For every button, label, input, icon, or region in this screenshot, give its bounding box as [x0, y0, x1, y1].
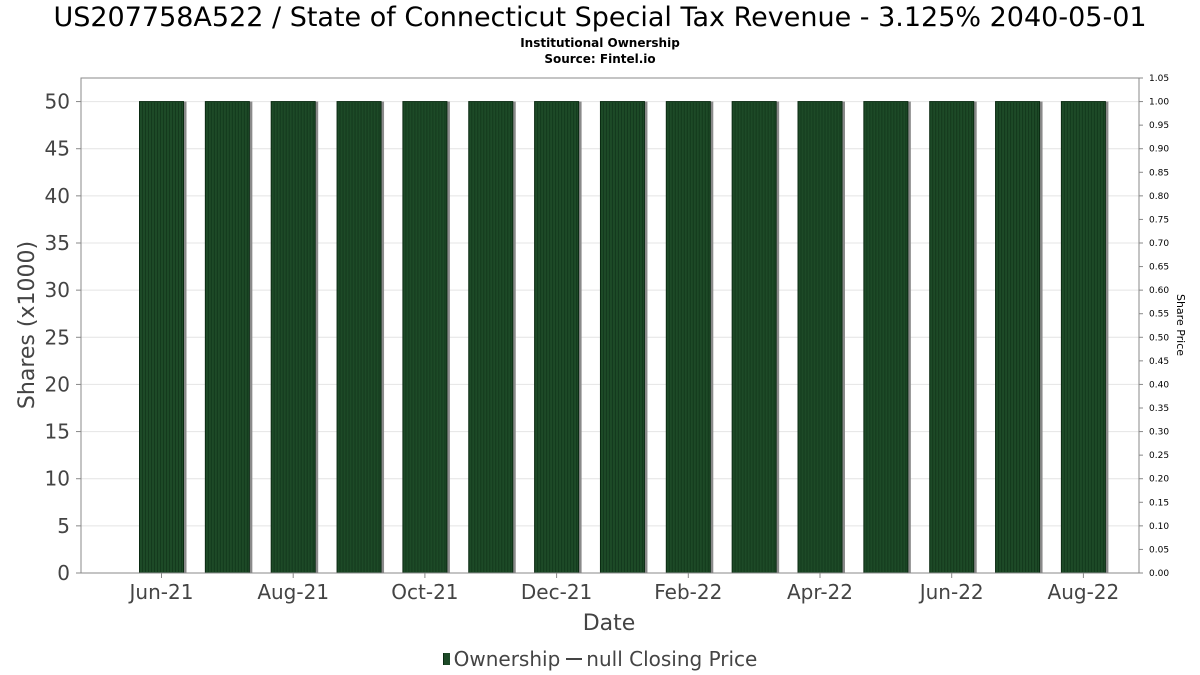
y-tick-label: 20 — [45, 372, 70, 396]
y2-tick-label: 0.55 — [1149, 310, 1169, 320]
ownership-bar — [665, 101, 711, 574]
y2-tick-label: 0.95 — [1149, 121, 1169, 131]
y-axis-label: Shares (x1000) — [15, 241, 40, 409]
y-tick-label: 45 — [45, 137, 70, 161]
y2-tick-label: 0.40 — [1149, 380, 1169, 390]
ownership-bar — [270, 101, 316, 574]
bars-group — [139, 101, 1109, 574]
y-tick-label: 40 — [45, 184, 70, 208]
y2-tick-label: 0.30 — [1149, 428, 1169, 438]
x-tick-label: Jun-21 — [128, 580, 194, 604]
ownership-bar — [204, 101, 250, 574]
y2-tick-label: 0.75 — [1149, 215, 1169, 225]
y2-tick-label: 0.85 — [1149, 168, 1169, 178]
y-tick-label: 0 — [57, 561, 70, 585]
plot-frame — [80, 77, 1140, 574]
ownership-bar — [402, 101, 448, 574]
x-axis-label: Date — [583, 611, 636, 636]
y2-axis-label: Share Price — [1174, 294, 1187, 356]
ownership-bar — [336, 101, 382, 574]
y-tick-label: 15 — [45, 420, 70, 444]
y-tick-label: 50 — [45, 90, 70, 114]
x-tick-label: Dec-21 — [521, 580, 592, 604]
ownership-bar — [468, 101, 514, 574]
y2-tick-label: 0.35 — [1149, 404, 1169, 414]
y-tick-label: 30 — [45, 278, 70, 302]
y2-tick-label: 0.45 — [1149, 357, 1169, 367]
y2-tick-label: 0.00 — [1149, 569, 1169, 579]
x-tick-label: Jun-22 — [918, 580, 984, 604]
x-axis: Jun-21 Aug-21 Oct-21 Dec-21 Feb-22 Apr-22 Jun-… — [128, 573, 1120, 604]
ownership-bar — [995, 101, 1041, 574]
x-tick-label: Aug-21 — [257, 580, 329, 604]
y2-tick-label: 0.80 — [1149, 192, 1169, 202]
y2-tick-label: 0.05 — [1149, 545, 1169, 555]
y2-tick-label: 0.15 — [1149, 498, 1169, 508]
y2-axis: 0.00 0.05 0.10 0.15 0.20 0.25 0.30 0.35 0.40 0.45… — [1139, 74, 1169, 579]
legend: Ownership null Closing Price — [0, 647, 1200, 671]
y2-tick-label: 0.65 — [1149, 263, 1169, 273]
ownership-bar — [1060, 101, 1106, 574]
y-tick-label: 35 — [45, 231, 70, 255]
y2-tick-label: 0.20 — [1149, 475, 1169, 485]
y2-tick-label: 0.10 — [1149, 522, 1169, 532]
x-tick-label: Apr-22 — [787, 580, 853, 604]
chart-subtitle: Institutional Ownership — [520, 36, 680, 50]
y2-tick-label: 0.90 — [1149, 145, 1169, 155]
y-tick-label: 5 — [57, 514, 70, 538]
y2-tick-label: 1.05 — [1149, 74, 1169, 84]
ownership-bar — [139, 101, 184, 574]
ownership-legend-swatch — [442, 653, 450, 665]
y2-tick-label: 0.25 — [1149, 451, 1169, 461]
legend-closing-price-label: null Closing Price — [586, 647, 758, 671]
x-tick-label: Aug-22 — [1048, 580, 1120, 604]
y2-tick-label: 0.70 — [1149, 239, 1169, 249]
ownership-bar — [731, 101, 777, 574]
x-tick-label: Feb-22 — [654, 580, 722, 604]
y2-tick-label: 1.00 — [1149, 98, 1169, 108]
legend-ownership-label: Ownership — [453, 647, 561, 671]
ownership-bar — [599, 101, 645, 574]
chart-title: US207758A522 / State of Connecticut Spec… — [53, 2, 1147, 33]
x-tick-label: Oct-21 — [391, 580, 458, 604]
y-tick-label: 25 — [45, 325, 70, 349]
y2-tick-label: 0.50 — [1149, 333, 1169, 343]
closing-price-legend-line — [566, 658, 583, 660]
ownership-bar — [797, 101, 843, 574]
ownership-bar — [534, 101, 580, 574]
ownership-bar — [929, 101, 975, 574]
y-tick-label: 10 — [45, 467, 70, 491]
chart-source: Source: Fintel.io — [544, 52, 656, 66]
y2-tick-label: 0.60 — [1149, 286, 1169, 296]
y-axis: 0 5 10 15 20 25 30 35 40 45 50 — [45, 90, 81, 585]
ownership-bar — [863, 101, 909, 574]
